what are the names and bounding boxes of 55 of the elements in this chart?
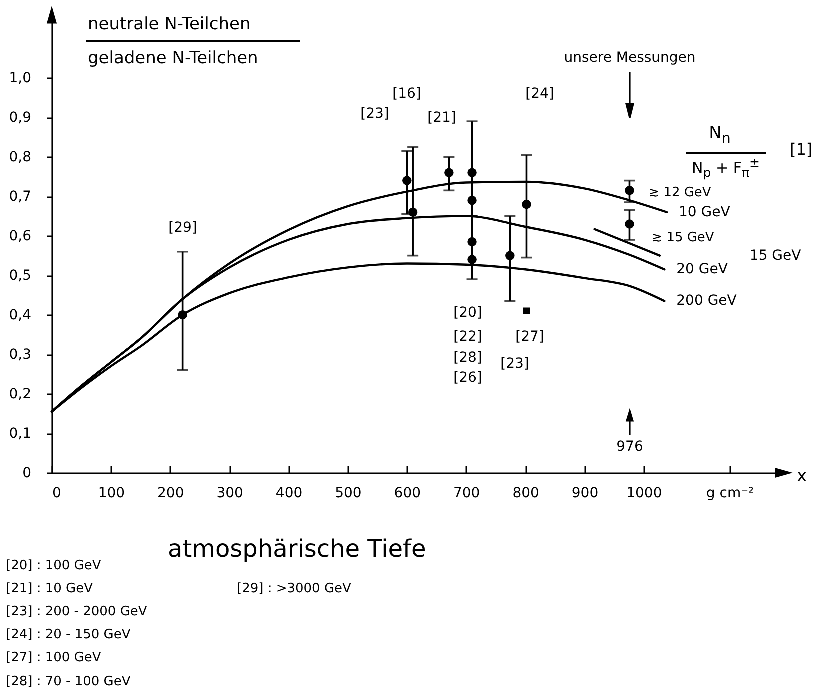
y-tick-label: 0,1 [9,426,32,442]
x-tick-label: 400 [276,486,303,502]
text: [21] : 10 GeV [6,582,93,596]
annotation: unsere Messungen [564,50,696,66]
annotation: [23] [360,106,390,122]
y-tick-label: 0,3 [9,347,32,364]
x-tick-label: 600 [394,486,422,502]
annotation: [22] [454,329,482,345]
text: x [797,466,808,486]
annotation: ≳ 12 GeV [648,186,712,200]
chart-title: neutrale N-Teilchen [88,14,251,34]
annotation: N$_{n}$ [709,124,731,148]
x-tick-label: 800 [512,486,540,502]
x-tick-label: 1000 [626,486,662,502]
x-axis-title: atmosphärische Tiefe [168,535,426,563]
text: [20] : 100 GeV [6,558,102,574]
y-tick-label: 0,4 [9,308,32,324]
x-tick-label: g cm⁻² [706,486,754,502]
text: [23] : 200 - 2000 GeV [6,604,148,620]
y-tick-label: 1,0 [9,70,32,87]
annotation: [28] [454,350,482,366]
x-tick-label: 900 [572,486,599,502]
x-tick-label: 700 [453,486,480,502]
annotation: ≳ 15 GeV [652,230,714,246]
annotation: [26] [454,370,482,386]
text: [24] : 20 - 150 GeV [6,628,131,642]
y-tick-label: 0,7 [9,189,32,206]
text: 15 GeV [750,248,802,264]
x-tick-label: 200 [158,486,184,502]
x-tick-label: 500 [335,486,362,502]
x-tick-label: 0 [52,486,62,502]
series-label: 200 GeV [676,293,738,310]
text: geladene N-Teilchen [88,48,258,68]
annotation: 976 [616,439,644,455]
y-tick-label: 0,5 [9,268,32,284]
text: [1] [790,140,813,159]
text: [28] : 70 - 100 GeV [6,674,131,690]
text: [29] : >3000 GeV [237,582,352,596]
series-label: 20 GeV [676,262,728,278]
annotation: [20] [454,305,482,321]
annotation: [24] [526,86,554,102]
text: [27] : 100 GeV [6,650,102,666]
annotation: [16] [392,86,422,102]
series-label: 10 GeV [679,204,731,220]
x-tick-label: 300 [216,486,244,502]
y-tick-label: 0,9 [9,110,32,126]
y-tick-label: 0,6 [9,228,32,245]
annotation: [27] [516,329,544,345]
annotation: [29] [168,220,198,236]
x-tick-label: 100 [98,486,126,502]
annotation: [21] [428,110,456,126]
y-tick-label: 0,8 [9,150,32,166]
y-tick-label: 0,2 [9,386,32,403]
y-tick-label: 0 [22,466,32,482]
annotation: [23] [500,356,530,372]
